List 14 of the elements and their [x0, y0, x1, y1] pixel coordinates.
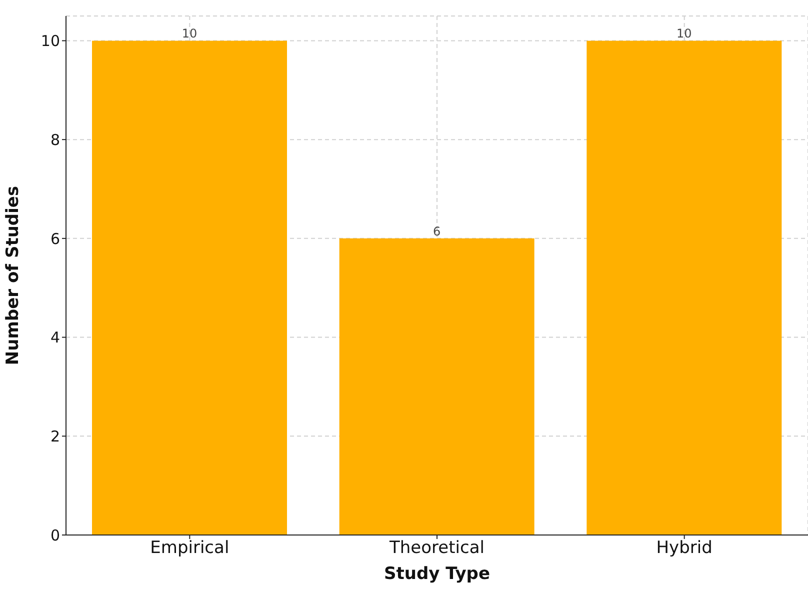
x-axis-title: Study Type	[384, 564, 490, 584]
y-tick-label: 2	[50, 427, 60, 446]
data-label: 10	[676, 26, 692, 41]
y-tick-label: 10	[40, 32, 60, 50]
y-axis-title: Number of Studies	[3, 186, 24, 366]
x-tick-label: Empirical	[150, 538, 230, 558]
y-tick-label: 4	[50, 328, 60, 347]
y-tick-label: 6	[50, 230, 60, 248]
x-tick-label: Theoretical	[388, 538, 484, 558]
y-tick-label: 0	[50, 526, 60, 544]
x-tick-label: Hybrid	[656, 538, 712, 558]
y-tick-label: 8	[50, 130, 60, 149]
data-label: 6	[433, 224, 441, 238]
data-label: 10	[182, 26, 198, 41]
